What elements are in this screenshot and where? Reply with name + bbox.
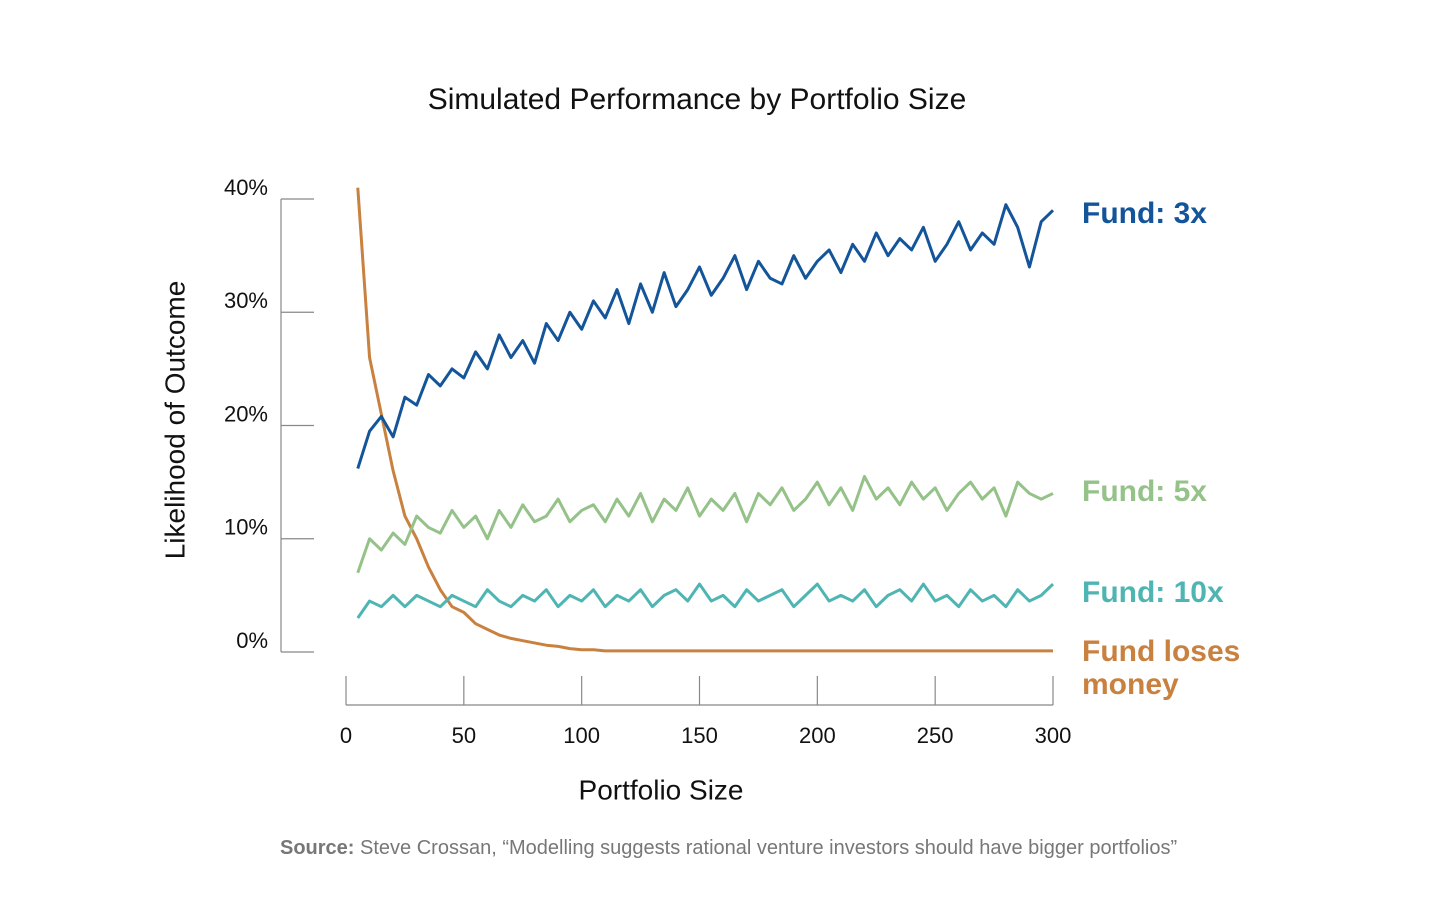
y-tick-label: 10% — [224, 515, 268, 540]
series-line — [356, 187, 1053, 653]
series-label: Fund: 10x — [1082, 576, 1224, 609]
y-tick-label: 0% — [236, 628, 268, 653]
x-tick-label: 200 — [799, 723, 836, 748]
x-tick-label: 300 — [1035, 723, 1072, 748]
series-label: Fund: 3x — [1082, 197, 1207, 230]
x-axis-label: Portfolio Size — [579, 774, 744, 805]
series-label: Fund: 5x — [1082, 475, 1207, 508]
y-tick-label: 40% — [224, 175, 268, 200]
x-tick-label: 250 — [917, 723, 954, 748]
x-tick-label: 50 — [452, 723, 476, 748]
x-tick-label: 150 — [681, 723, 718, 748]
source-note: Source: Steve Crossan, “Modelling sugges… — [280, 837, 1177, 859]
y-axis-label: Likelihood of Outcome — [159, 281, 190, 560]
x-tick-label: 0 — [340, 723, 352, 748]
y-tick-label: 30% — [224, 288, 268, 313]
series-line — [356, 474, 1054, 574]
x-tick-label: 100 — [563, 723, 600, 748]
y-tick-label: 20% — [224, 401, 268, 426]
series-line — [356, 203, 1055, 469]
series-label: Fund loses money — [1082, 635, 1241, 701]
chart-title: Simulated Performance by Portfolio Size — [428, 83, 967, 116]
series-line — [356, 582, 1055, 619]
source-label: Source: — [280, 837, 354, 859]
source-text: Steve Crossan, “Modelling suggests ratio… — [360, 837, 1177, 859]
